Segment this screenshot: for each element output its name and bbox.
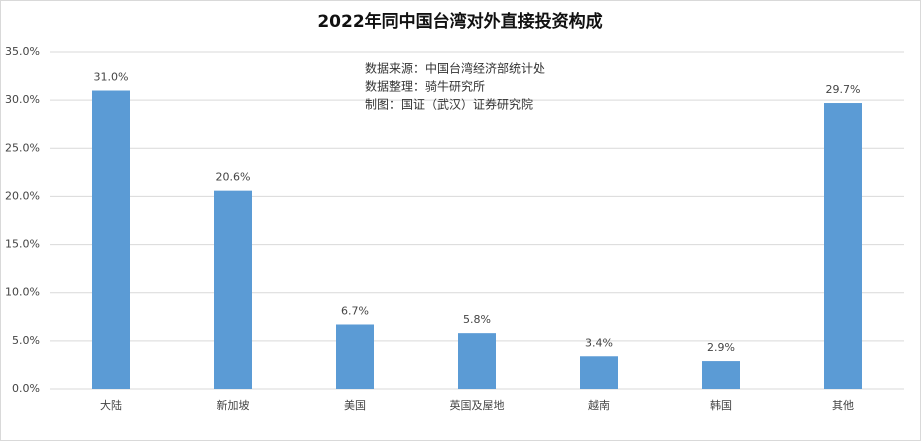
value-label: 5.8%: [463, 313, 491, 326]
y-tick-label: 10.0%: [5, 286, 40, 299]
bar: [580, 356, 618, 389]
y-tick-label: 0.0%: [12, 382, 40, 395]
y-tick-label: 30.0%: [5, 93, 40, 106]
y-tick-label: 35.0%: [5, 45, 40, 58]
x-tick-label: 韩国: [710, 398, 732, 412]
annotation: 数据整理：骑牛研究所: [365, 79, 485, 94]
bar: [458, 333, 496, 389]
value-label: 31.0%: [94, 71, 129, 84]
x-tick-label: 大陆: [100, 398, 122, 412]
bar: [824, 103, 862, 389]
y-tick-label: 20.0%: [5, 189, 40, 202]
y-tick-label: 5.0%: [12, 334, 40, 347]
x-tick-label: 新加坡: [217, 398, 250, 412]
chart-title: 2022年同中国台湾对外直接投资构成: [317, 11, 602, 32]
x-tick-label: 英国及屋地: [450, 398, 505, 412]
bar: [214, 190, 252, 389]
bar: [336, 324, 374, 389]
y-tick-label: 15.0%: [5, 238, 40, 251]
value-label: 29.7%: [826, 83, 861, 96]
x-tick-label: 越南: [588, 398, 610, 412]
value-label: 2.9%: [707, 341, 735, 354]
annotation: 制图：国证（武汉）证券研究院: [365, 97, 533, 112]
x-tick-label: 美国: [344, 399, 366, 412]
bar: [92, 90, 130, 389]
annotation: 数据来源：中国台湾经济部统计处: [365, 61, 545, 76]
y-tick-label: 25.0%: [5, 141, 40, 154]
x-tick-label: 其他: [832, 399, 854, 412]
value-label: 6.7%: [341, 304, 369, 317]
value-label: 20.6%: [216, 171, 251, 184]
value-label: 3.4%: [585, 336, 613, 349]
bar: [702, 361, 740, 389]
